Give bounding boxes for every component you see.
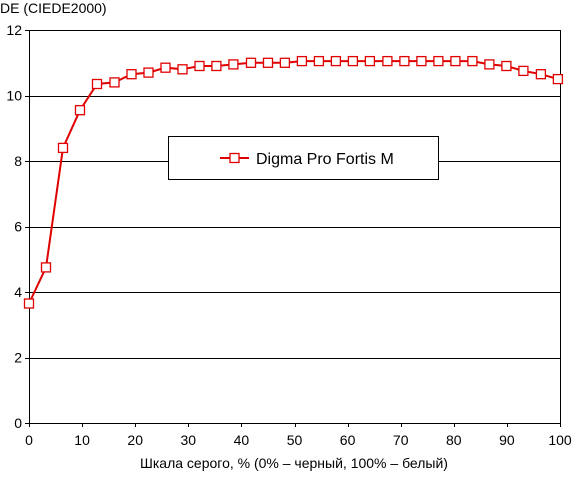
data-point (279, 57, 291, 68)
x-tick-label-60: 60 (340, 432, 356, 448)
data-point (399, 55, 410, 67)
data-point (74, 105, 86, 116)
data-point (467, 55, 478, 67)
y-tick-label-2: 2 (14, 350, 22, 366)
series-line-0 (28, 60, 559, 304)
data-point (501, 60, 512, 72)
y-tick-label-10: 10 (6, 88, 22, 104)
y-tick-labels: 0 2 4 6 8 10 12 (6, 22, 22, 431)
data-point (552, 73, 564, 85)
x-tick-label-50: 50 (287, 432, 303, 448)
data-point (57, 142, 69, 154)
data-point (109, 77, 120, 88)
x-tick-label-40: 40 (234, 432, 250, 448)
data-point (382, 55, 393, 67)
y-tick-label-8: 8 (14, 153, 22, 169)
data-point (245, 57, 257, 68)
data-point (177, 64, 188, 75)
legend-marker-swatch (229, 152, 240, 164)
data-point (484, 59, 495, 70)
data-point (364, 55, 376, 67)
data-point (91, 78, 103, 90)
x-tick-label-100: 100 (548, 432, 572, 448)
data-point (450, 55, 461, 67)
x-axis-label: Шкала серого, % (0% – черный, 100% – бел… (140, 455, 448, 471)
data-point (347, 55, 359, 67)
x-tick-labels: 0 10 20 30 40 50 60 70 80 90 100 (25, 432, 572, 448)
y-axis-label: DE (CIEDE2000) (0, 0, 107, 16)
data-point (518, 65, 529, 77)
data-point (211, 60, 222, 72)
x-tick-label-90: 90 (499, 432, 515, 448)
data-point (433, 55, 444, 67)
x-tick-label-70: 70 (393, 432, 409, 448)
legend-box (168, 136, 439, 180)
series-layer (23, 55, 564, 309)
data-point (160, 62, 171, 73)
y-tick-label-12: 12 (6, 22, 22, 38)
x-tick-label-10: 10 (74, 432, 90, 448)
data-point (296, 55, 308, 67)
x-tick-label-0: 0 (25, 432, 33, 448)
gridlines (29, 30, 560, 359)
data-point (416, 55, 427, 67)
data-point (40, 262, 52, 273)
x-tick-label-30: 30 (181, 432, 197, 448)
y-tick-label-6: 6 (14, 219, 22, 235)
legend-label: Digma Pro Fortis M (256, 151, 394, 168)
x-tick-label-80: 80 (446, 432, 462, 448)
data-point (535, 69, 547, 80)
x-tick-label-20: 20 (127, 432, 143, 448)
y-tick-label-4: 4 (14, 284, 22, 300)
data-point (228, 59, 239, 70)
data-point (126, 69, 137, 80)
axes (25, 30, 561, 427)
data-point (262, 57, 274, 68)
y-tick-label-0: 0 (14, 415, 22, 431)
data-point (313, 55, 325, 67)
legend: Digma Pro Fortis M (168, 136, 439, 180)
data-point (330, 55, 342, 67)
data-point (194, 60, 205, 72)
data-point (23, 298, 35, 309)
data-point (143, 67, 154, 78)
